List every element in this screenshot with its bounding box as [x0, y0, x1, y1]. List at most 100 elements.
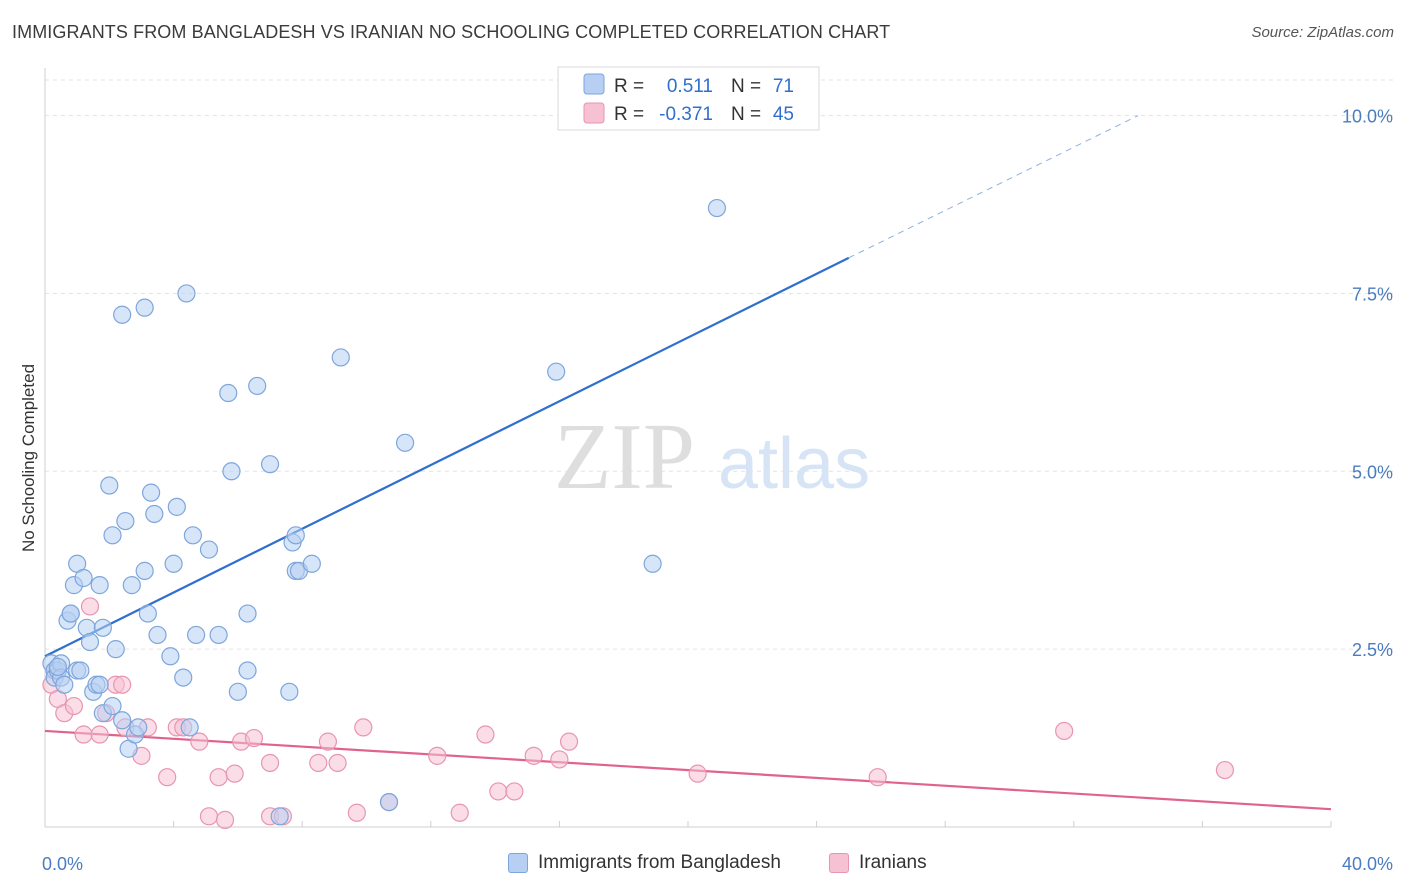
bangladesh-point-46 [183, 526, 202, 545]
bangladesh-point-55 [248, 376, 267, 396]
y-tick-label-2: 7.5% [1352, 284, 1393, 304]
iranians-point-40 [559, 732, 579, 751]
watermark: ZIP atlas [554, 405, 870, 509]
legend-swatch-pink [583, 102, 605, 124]
bangladesh-point-33 [129, 718, 148, 737]
iranians-point-42 [868, 768, 887, 787]
bangladesh-point-45 [180, 718, 199, 737]
bangladesh-point-27 [113, 711, 132, 730]
bangladesh-point-58 [280, 682, 299, 701]
trend-line-bangladesh-extension [848, 115, 1139, 259]
iranians-point-14 [158, 768, 177, 787]
bangladesh-point-20 [90, 576, 109, 595]
legend-label-bangladesh: Immigrants from Bangladesh [538, 852, 781, 873]
iranians-point-6 [80, 597, 100, 616]
legend-r-value-1: 0.511 [667, 76, 713, 97]
legend-n-value-2: 45 [773, 104, 794, 125]
source-label: Source: ZipAtlas.com [1251, 24, 1394, 41]
bangladesh-point-34 [135, 298, 154, 317]
bangladesh-point-40 [161, 647, 180, 666]
bangladesh-point-13 [71, 661, 90, 680]
legend-item-bangladesh: Immigrants from Bangladesh [508, 852, 781, 874]
iranians-point-7 [90, 725, 109, 744]
iranians-point-19 [209, 768, 228, 787]
tick-labels: 2.5% 5.0% 7.5% 10.0% 0.0% 40.0% [42, 107, 1393, 874]
bangladesh-point-31 [122, 576, 141, 595]
iranians-point-23 [244, 728, 264, 748]
x-tick-label-1: 40.0% [1342, 854, 1393, 874]
legend-r-value-2: -0.371 [659, 104, 713, 125]
iranians-point-44 [1215, 760, 1235, 780]
bangladesh-point-23 [100, 476, 119, 495]
bangladesh-point-6 [55, 675, 74, 694]
iranians-point-31 [354, 718, 373, 737]
iranians-point-4 [64, 696, 84, 716]
iranians-point-35 [476, 725, 495, 744]
bangladesh-point-52 [228, 682, 247, 701]
iranians-point-34 [450, 803, 469, 822]
trend-line-bangladesh [44, 256, 850, 658]
y-axis-label: No Schooling Completed [19, 364, 38, 552]
grid-lines [45, 79, 1395, 650]
bangladesh-point-37 [141, 483, 161, 502]
bangladesh-point-54 [238, 604, 257, 623]
iranians-point-24 [260, 753, 280, 773]
iranians-point-37 [505, 782, 524, 801]
chart-title: IMMIGRANTS FROM BANGLADESH VS IRANIAN NO… [12, 22, 891, 42]
bangladesh-point-56 [260, 455, 280, 474]
iranians-point-39 [550, 750, 569, 769]
legend-r-label-1: R = [614, 76, 644, 97]
bangladesh-point-41 [164, 554, 183, 573]
bangladesh-point-35 [135, 561, 154, 580]
bangladesh-point-60 [286, 526, 305, 545]
iranians-point-41 [688, 764, 707, 783]
iranians-point-18 [199, 807, 219, 826]
legend-n-label-2: N = [731, 104, 761, 125]
bangladesh-point-57 [270, 807, 289, 826]
bangladesh-point-28 [113, 305, 132, 324]
bangladesh-point-64 [331, 348, 350, 367]
bangladesh-point-14 [74, 568, 93, 588]
bangladesh-point-9 [61, 604, 80, 623]
iranians-point-5 [74, 725, 93, 744]
bangladesh-point-38 [145, 504, 164, 524]
axes [44, 68, 1332, 828]
iranians-point-10 [113, 675, 132, 694]
bangladesh-point-67 [547, 362, 566, 381]
bangladesh-point-48 [199, 540, 219, 559]
iranians-point-33 [428, 746, 447, 765]
bangladesh-point-66 [395, 433, 415, 452]
iranians-point-17 [190, 732, 209, 751]
bangladesh-points [42, 198, 727, 826]
bangladesh-point-42 [167, 497, 186, 516]
legend-item-iranians: Iranians [829, 852, 927, 874]
iranians-point-20 [215, 810, 235, 829]
bangladesh-point-25 [103, 696, 122, 716]
legend-n-label-1: N = [731, 76, 761, 97]
bangladesh-point-22 [93, 618, 112, 637]
legend-swatch-iranians [829, 853, 849, 873]
bangladesh-point-68 [643, 554, 662, 573]
bangladesh-point-65 [379, 792, 399, 812]
bangladesh-point-39 [148, 625, 167, 645]
iranians-point-36 [489, 782, 508, 801]
series-legend: Immigrants from Bangladesh Iranians [0, 852, 1406, 878]
iranians-point-30 [347, 803, 366, 822]
bangladesh-point-29 [116, 511, 135, 531]
iranians-point-29 [328, 753, 347, 773]
bangladesh-point-53 [238, 661, 257, 680]
iranians-point-27 [309, 753, 328, 773]
bangladesh-point-24 [103, 526, 122, 545]
bangladesh-point-19 [90, 675, 109, 694]
stats-legend: R = 0.511 N = 71 R = -0.371 N = 45 [557, 66, 820, 131]
y-tick-label-1: 5.0% [1352, 462, 1393, 482]
iranians-point-38 [524, 746, 543, 765]
legend-label-iranians: Iranians [859, 852, 927, 873]
iranians-point-21 [225, 764, 244, 783]
legend-swatch-blue [583, 73, 605, 95]
y-tick-label-3: 10.0% [1342, 107, 1393, 127]
bangladesh-point-63 [302, 554, 321, 573]
bangladesh-point-69 [707, 198, 727, 218]
watermark-atlas: atlas [718, 424, 870, 504]
